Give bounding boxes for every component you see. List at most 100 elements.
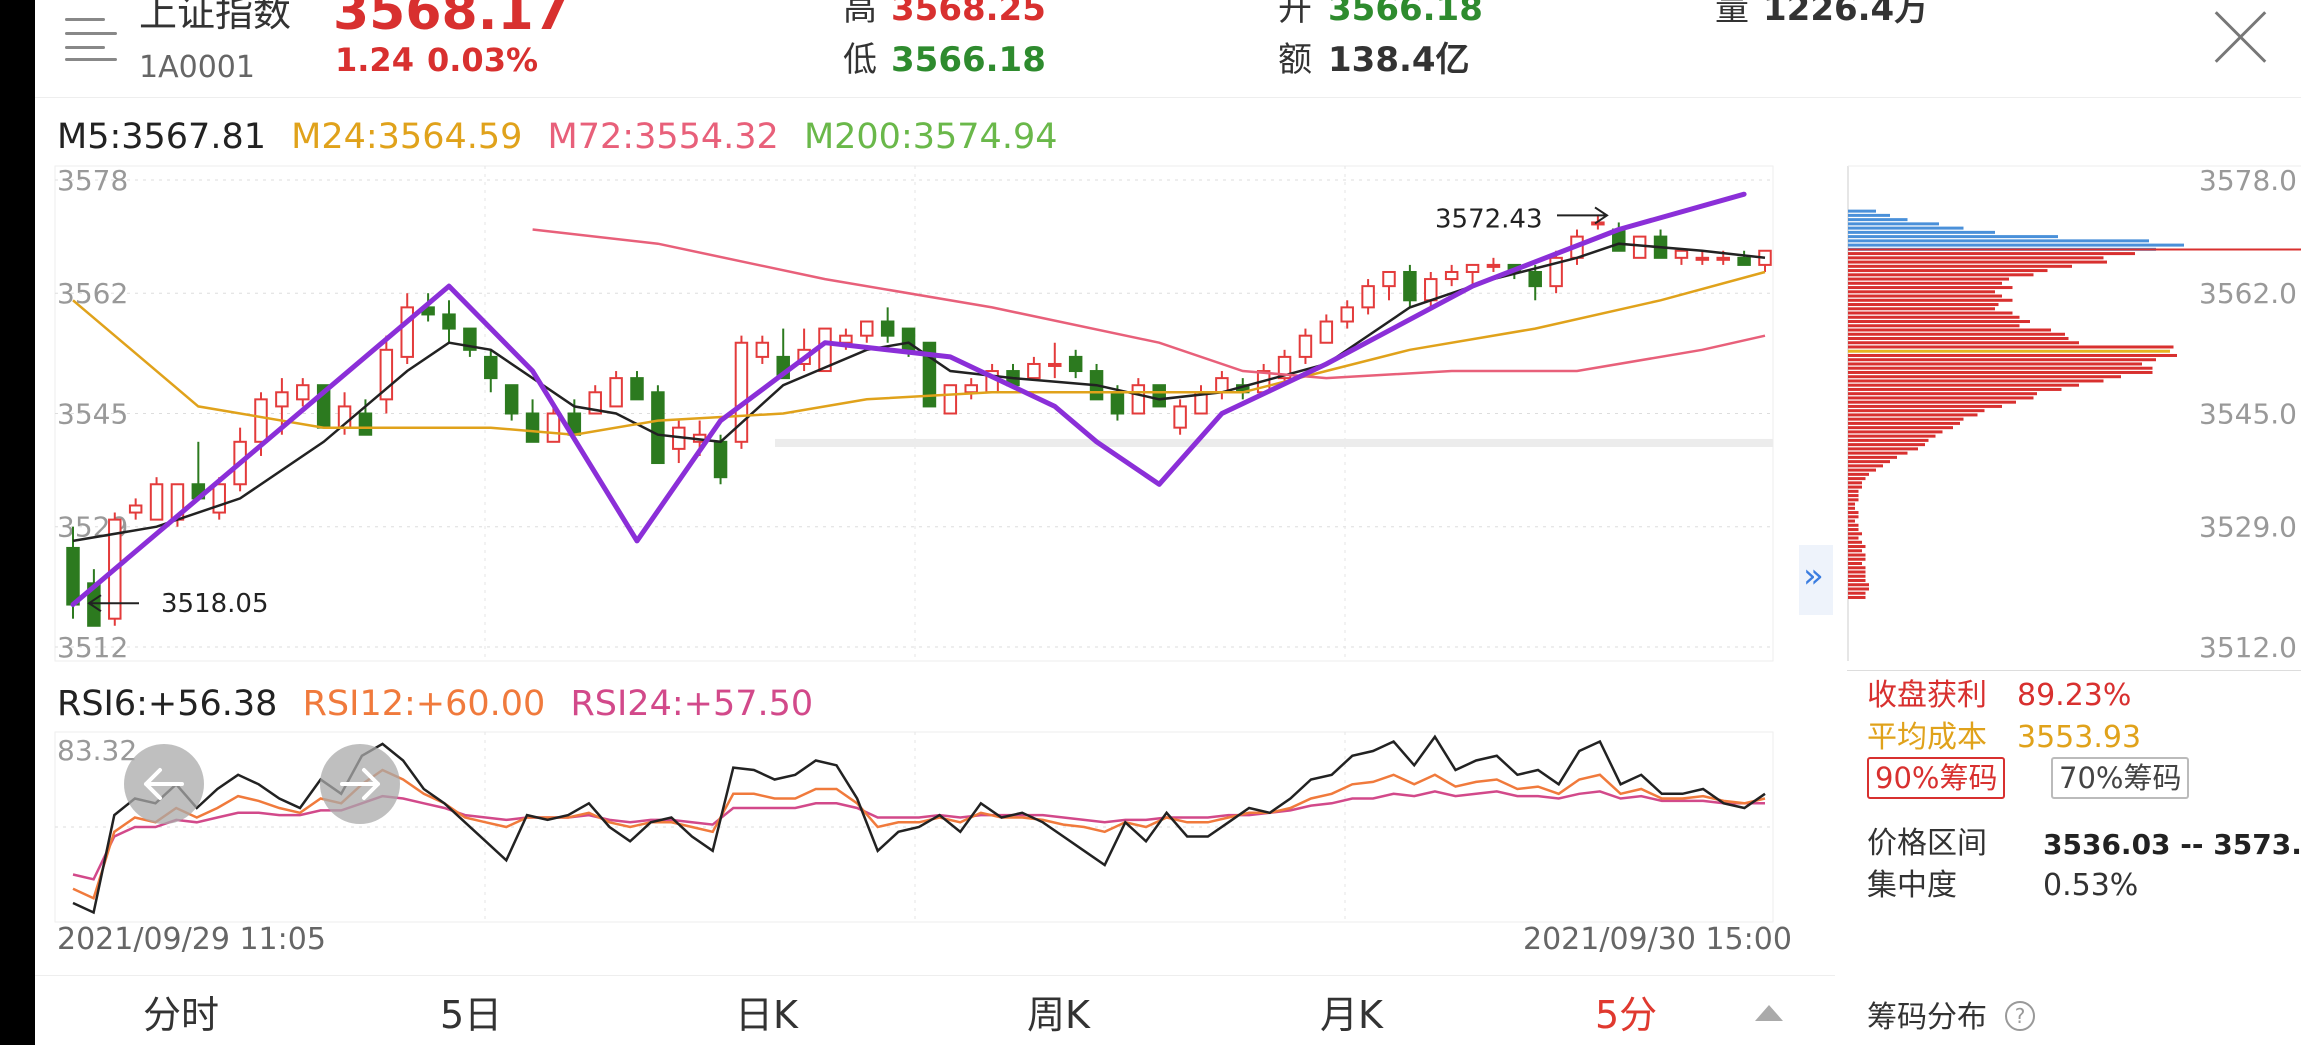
chip-bar	[1848, 209, 1876, 213]
candle-body	[504, 384, 519, 415]
candle-body	[1444, 270, 1459, 281]
candle-body	[1048, 362, 1062, 367]
candle-body	[463, 327, 477, 351]
chip-bar	[1848, 269, 2048, 273]
hand-drawn-trend-line	[70, 191, 1747, 607]
chip-bar	[1848, 430, 1943, 434]
chip-bar	[1848, 324, 2020, 328]
concentration-label: 集中度	[1867, 868, 1957, 903]
chip-bar	[1848, 477, 1866, 481]
tab-day-k[interactable]: 日K	[735, 993, 798, 1037]
tab-month-k[interactable]: 月K	[1320, 993, 1383, 1037]
menu-icon[interactable]	[65, 14, 117, 61]
chip-bar	[1848, 273, 2034, 277]
chip-bar	[1848, 451, 1908, 455]
expand-chip-button[interactable]: »	[1799, 545, 1833, 615]
candle-body	[1361, 285, 1375, 309]
chip-bar	[1848, 468, 1876, 472]
candle-body	[839, 334, 853, 344]
arrow-left-icon	[144, 768, 184, 800]
chip-70-button[interactable]: 70%筹码	[2051, 757, 2190, 799]
kline-y-tick: 3512	[57, 631, 128, 664]
candle-body	[1068, 355, 1083, 373]
kline-y-tick: 3578	[57, 164, 128, 197]
quote-page: 上证指数 1A0001 3568.17 1.24 0.03% 高 3568.25…	[35, 0, 2301, 1045]
candle-body	[525, 412, 540, 443]
scroll-left-button[interactable]	[124, 744, 204, 824]
kline-chart[interactable]: 357835623545352935123572.433518.0583.323…	[35, 0, 2301, 1045]
profit-label: 收盘获利	[1867, 678, 1987, 713]
current-price: 3568.17	[333, 0, 570, 42]
chip-bar	[1848, 553, 1866, 557]
avg-cost-label: 平均成本	[1867, 720, 1987, 755]
low-label: 低	[843, 40, 877, 80]
chip-bar	[1848, 362, 2142, 366]
chip-bar	[1848, 443, 1925, 447]
chip-bar	[1848, 379, 2104, 383]
chip-bar	[1848, 290, 1995, 294]
chip-bar	[1848, 540, 1862, 544]
chip-bar	[1848, 494, 1859, 498]
chip-bar	[1848, 230, 1995, 234]
rsi-y-tick: 83.32	[57, 734, 137, 767]
high-annotation-arrow	[1557, 206, 1609, 225]
candle-body	[484, 355, 498, 380]
chip-bar	[1848, 438, 1929, 442]
help-icon[interactable]: ?	[2005, 1001, 2035, 1031]
chip-bar	[1848, 434, 1936, 438]
candle-body	[651, 391, 665, 465]
ma24-label: M24:3564.59	[291, 117, 523, 157]
chip-bar	[1848, 426, 1953, 430]
chip-bar	[1848, 549, 1862, 553]
chip-bar	[1848, 587, 1869, 591]
candle-body	[1591, 221, 1605, 226]
period-tabs: 分时 5日 日K 周K 月K 5分	[35, 975, 1835, 1045]
candle-body	[630, 377, 644, 401]
kline-y-tick: 3562	[57, 277, 128, 310]
candle-body	[860, 320, 874, 337]
chip-bar	[1848, 375, 2121, 379]
concentration-value: 0.53%	[2043, 868, 2139, 903]
chip-bar	[1848, 570, 1866, 574]
candle-body	[1528, 270, 1542, 288]
chip-bar	[1848, 328, 2051, 332]
chip-bar	[1848, 243, 2184, 247]
open-value: 3566.18	[1328, 0, 1483, 29]
chip-y-tick: 3529.0	[2199, 511, 2297, 544]
chip-bar	[1848, 404, 2002, 408]
chip-bar	[1848, 213, 1890, 217]
tab-week-k[interactable]: 周K	[1027, 993, 1090, 1037]
open-label: 开	[1278, 0, 1312, 29]
candle-body	[358, 412, 373, 436]
low-annotation-label: 3518.05	[161, 589, 269, 619]
profit-value: 89.23%	[2017, 678, 2132, 713]
index-name: 上证指数	[139, 0, 292, 35]
candle-body	[734, 341, 749, 443]
caret-up-icon[interactable]	[1755, 1005, 1783, 1021]
chip-y-tick: 3545.0	[2199, 398, 2297, 431]
tab-5day[interactable]: 5日	[440, 993, 503, 1037]
chip-bar	[1848, 502, 1855, 506]
tab-5min[interactable]: 5分	[1595, 993, 1658, 1037]
candle-body	[212, 483, 226, 514]
scroll-right-button[interactable]	[320, 744, 400, 824]
candle-body	[713, 440, 728, 479]
chip-bar	[1848, 358, 2156, 362]
low-value: 3566.18	[891, 40, 1046, 80]
kline-y-tick: 3545	[57, 398, 128, 431]
chip-bar	[1848, 413, 1978, 417]
chip-bar	[1848, 264, 2072, 268]
amount-label: 额	[1278, 40, 1312, 80]
chip-bar	[1848, 226, 1964, 230]
chip-bar	[1848, 583, 1869, 587]
chip-bar	[1848, 235, 2058, 239]
candle-body	[1632, 235, 1647, 259]
chip-bar	[1848, 532, 1862, 536]
candle-body	[1340, 306, 1354, 323]
candle-body	[588, 391, 602, 415]
ma-line-1	[72, 270, 1766, 436]
tab-fenshi[interactable]: 分时	[143, 993, 220, 1037]
chip-90-button[interactable]: 90%筹码	[1867, 757, 2006, 799]
candle-body	[1695, 256, 1710, 261]
